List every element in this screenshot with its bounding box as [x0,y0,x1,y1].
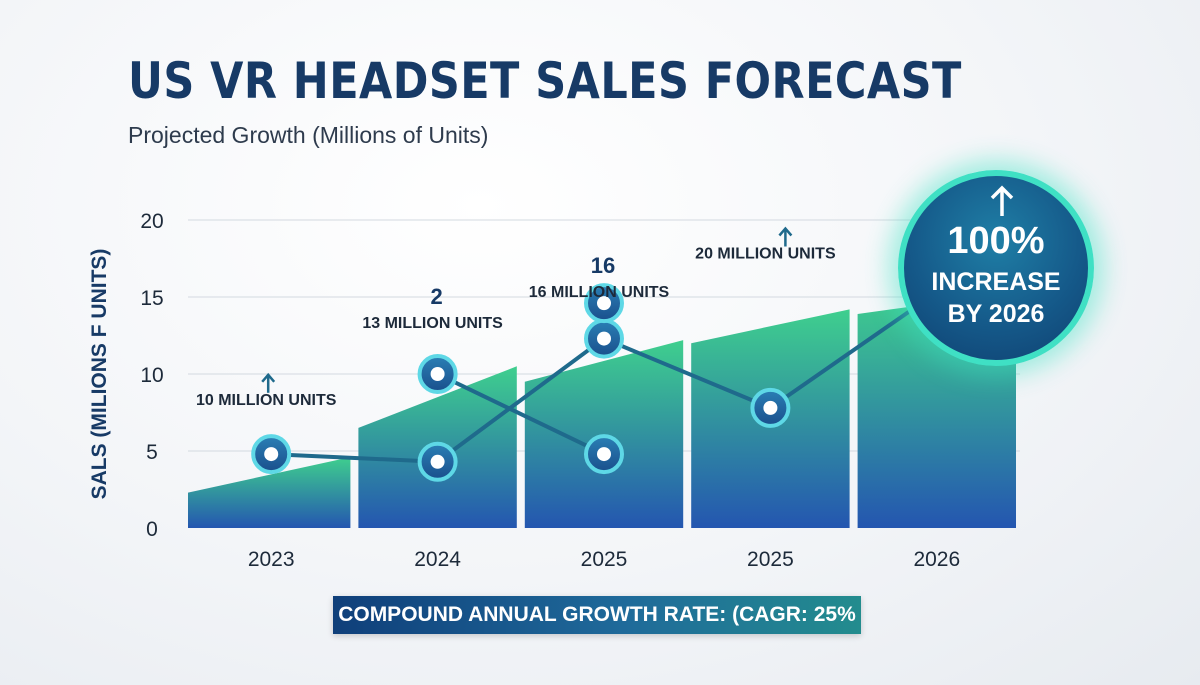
y-tick-label: 0 [146,518,158,541]
annotation-label: 13 MILLION UNITS [362,315,503,332]
data-point [584,283,624,324]
annotation-label: 16 MILLION UNITS [529,284,670,301]
x-tick-label: 2023 [248,548,295,571]
arrow-up-icon [778,226,793,247]
data-point [417,441,458,482]
callout-line-2: BY 2026 [947,300,1045,328]
data-point [750,387,791,428]
y-tick-label: 10 [140,364,163,387]
data-point [584,434,624,475]
cagr-banner: COMPOUND ANNUAL GROWTH RATE: (CAGR: 25% [333,596,861,634]
arrow-up-icon [990,185,1014,216]
x-tick-label: 2025 [747,548,794,571]
data-point [251,434,292,475]
y-tick-label: 15 [140,287,163,310]
x-tick-label: 2025 [581,548,628,571]
annotation-label: 10 MILLION UNITS [196,392,337,409]
x-tick-label: 2026 [913,548,960,571]
data-point [584,318,624,359]
annotation-label: 20 MILLION UNITS [695,246,836,263]
arrow-up-icon [261,372,276,393]
callout-line-1: INCREASE [931,268,1061,296]
area-segment [524,340,684,528]
x-tick-label: 2024 [414,548,461,571]
y-axis-label: SALS (MILIONS F UNITS) [88,249,111,500]
y-tick-label: 5 [146,441,158,464]
page-title: US VR HEADSET SALES FORECAST [128,52,962,110]
page-subtitle: Projected Growth (Millions of Units) [128,122,489,148]
series-line [436,372,605,456]
growth-callout: 100% INCREASE BY 2026 [898,170,1094,366]
area-segment [188,457,351,528]
annotation-number: 16 [591,253,615,278]
annotation-number: 2 [430,284,442,309]
data-point [417,354,458,394]
y-tick-label: 20 [140,210,163,233]
callout-percent: 100% [947,220,1045,262]
